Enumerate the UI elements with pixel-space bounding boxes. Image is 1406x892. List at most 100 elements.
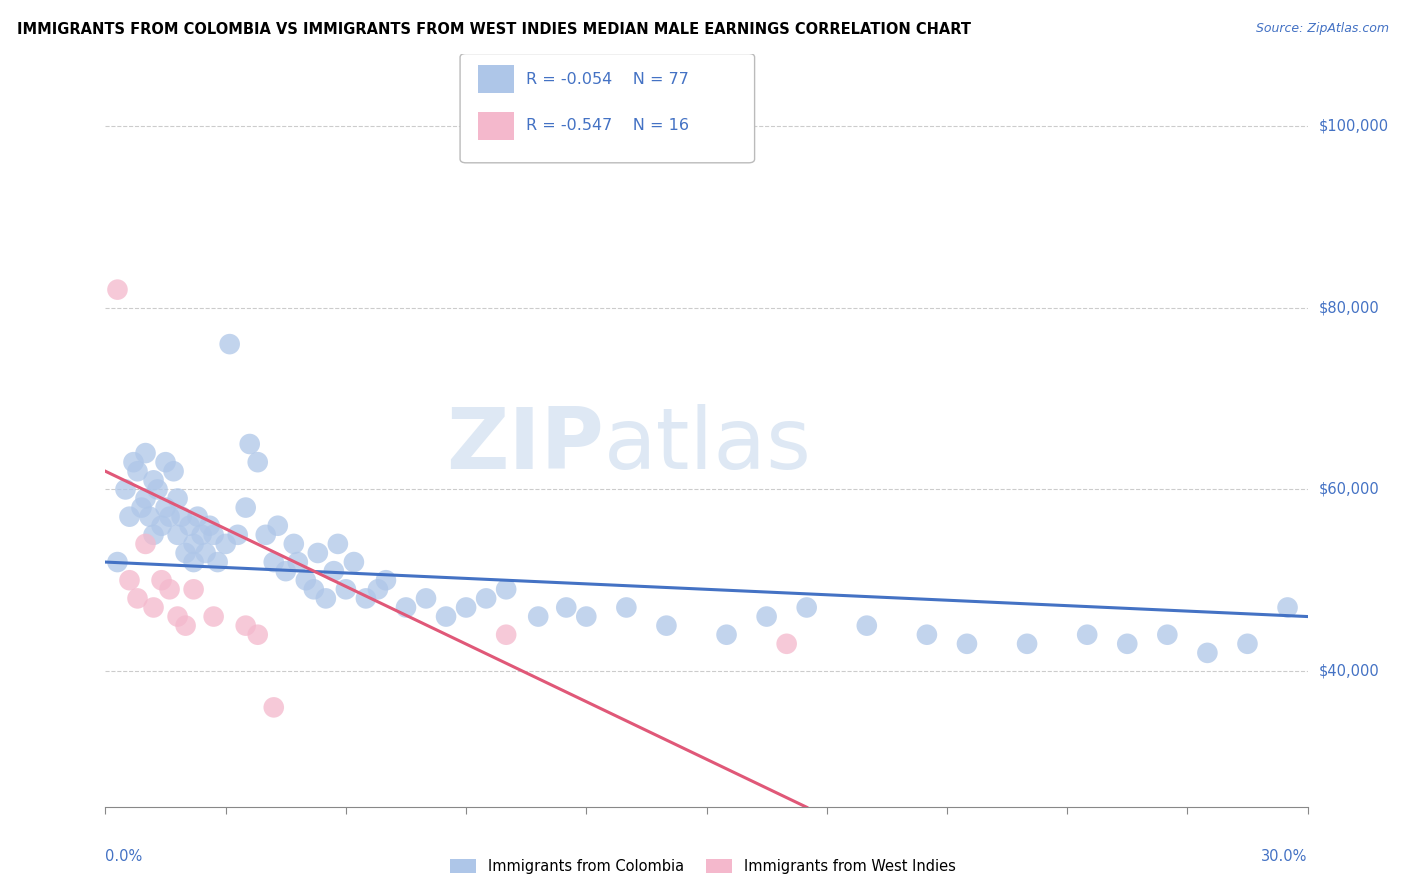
Point [135,491,157,506]
Point [374,573,398,587]
Point [114,483,136,497]
Point [434,609,457,624]
Point [127,591,149,606]
Text: R = -0.054    N = 77: R = -0.054 N = 77 [526,71,689,87]
Point [1017,637,1039,651]
Text: $100,000: $100,000 [1319,119,1389,134]
Text: Source: ZipAtlas.com: Source: ZipAtlas.com [1256,22,1389,36]
Point [142,600,165,615]
Point [915,628,938,642]
Text: R = -0.547    N = 16: R = -0.547 N = 16 [526,119,689,134]
Point [616,600,638,615]
Point [367,582,389,597]
Point [170,509,193,524]
Point [415,591,437,606]
Bar [478,112,515,140]
Legend: Immigrants from Colombia, Immigrants from West Indies: Immigrants from Colombia, Immigrants fro… [444,854,962,880]
Point [166,609,188,624]
Point [1116,637,1139,651]
Point [142,528,165,542]
Point [796,600,818,615]
Point [218,337,240,351]
Point [179,518,201,533]
Point [263,700,285,714]
Point [235,500,257,515]
Point [131,500,153,515]
Point [187,509,209,524]
Point [155,455,177,469]
Point [150,518,173,533]
Point [174,618,197,632]
Point [716,628,738,642]
Point [127,464,149,478]
Point [118,573,141,587]
Point [307,546,329,560]
Point [555,600,578,615]
Point [475,591,498,606]
Point [135,446,157,460]
Point [855,618,877,632]
Point [326,537,349,551]
Point [246,628,269,642]
Point [1156,628,1178,642]
Point [776,637,799,651]
Point [454,600,477,615]
Point [198,518,221,533]
Point [335,582,357,597]
Point [107,283,129,297]
Point [283,537,305,551]
Point [315,591,337,606]
Y-axis label: Median Male Earnings: Median Male Earnings [0,350,7,511]
Point [302,582,325,597]
Point [395,600,418,615]
Point [246,455,269,469]
Point [1197,646,1219,660]
Point [183,555,205,569]
Point [527,609,550,624]
Text: ZIP: ZIP [447,404,605,487]
Text: IMMIGRANTS FROM COLOMBIA VS IMMIGRANTS FROM WEST INDIES MEDIAN MALE EARNINGS COR: IMMIGRANTS FROM COLOMBIA VS IMMIGRANTS F… [17,22,972,37]
Bar [478,65,515,94]
Point [226,528,249,542]
Point [274,564,297,578]
Point [214,537,236,551]
Point [166,491,188,506]
Text: $80,000: $80,000 [1319,301,1379,315]
Point [183,582,205,597]
Point [956,637,979,651]
Text: 0.0%: 0.0% [105,848,142,863]
Point [162,464,184,478]
Point [183,537,205,551]
Point [239,437,262,451]
Point [354,591,377,606]
Point [1076,628,1098,642]
Point [207,555,229,569]
Point [146,483,169,497]
Point [155,500,177,515]
Point [159,582,181,597]
Point [1277,600,1299,615]
Point [295,573,318,587]
Text: $60,000: $60,000 [1319,482,1379,497]
Point [343,555,366,569]
Point [235,618,257,632]
Point [107,555,129,569]
Text: $40,000: $40,000 [1319,664,1379,679]
Point [755,609,778,624]
Point [118,509,141,524]
Point [575,609,598,624]
Point [322,564,344,578]
Point [202,609,225,624]
Point [135,537,157,551]
Point [138,509,160,524]
Point [495,582,517,597]
Point [122,455,145,469]
Point [174,546,197,560]
Point [190,528,212,542]
Point [142,473,165,487]
Point [150,573,173,587]
Point [166,528,188,542]
Text: atlas: atlas [605,404,813,487]
Text: 30.0%: 30.0% [1261,848,1308,863]
Point [263,555,285,569]
